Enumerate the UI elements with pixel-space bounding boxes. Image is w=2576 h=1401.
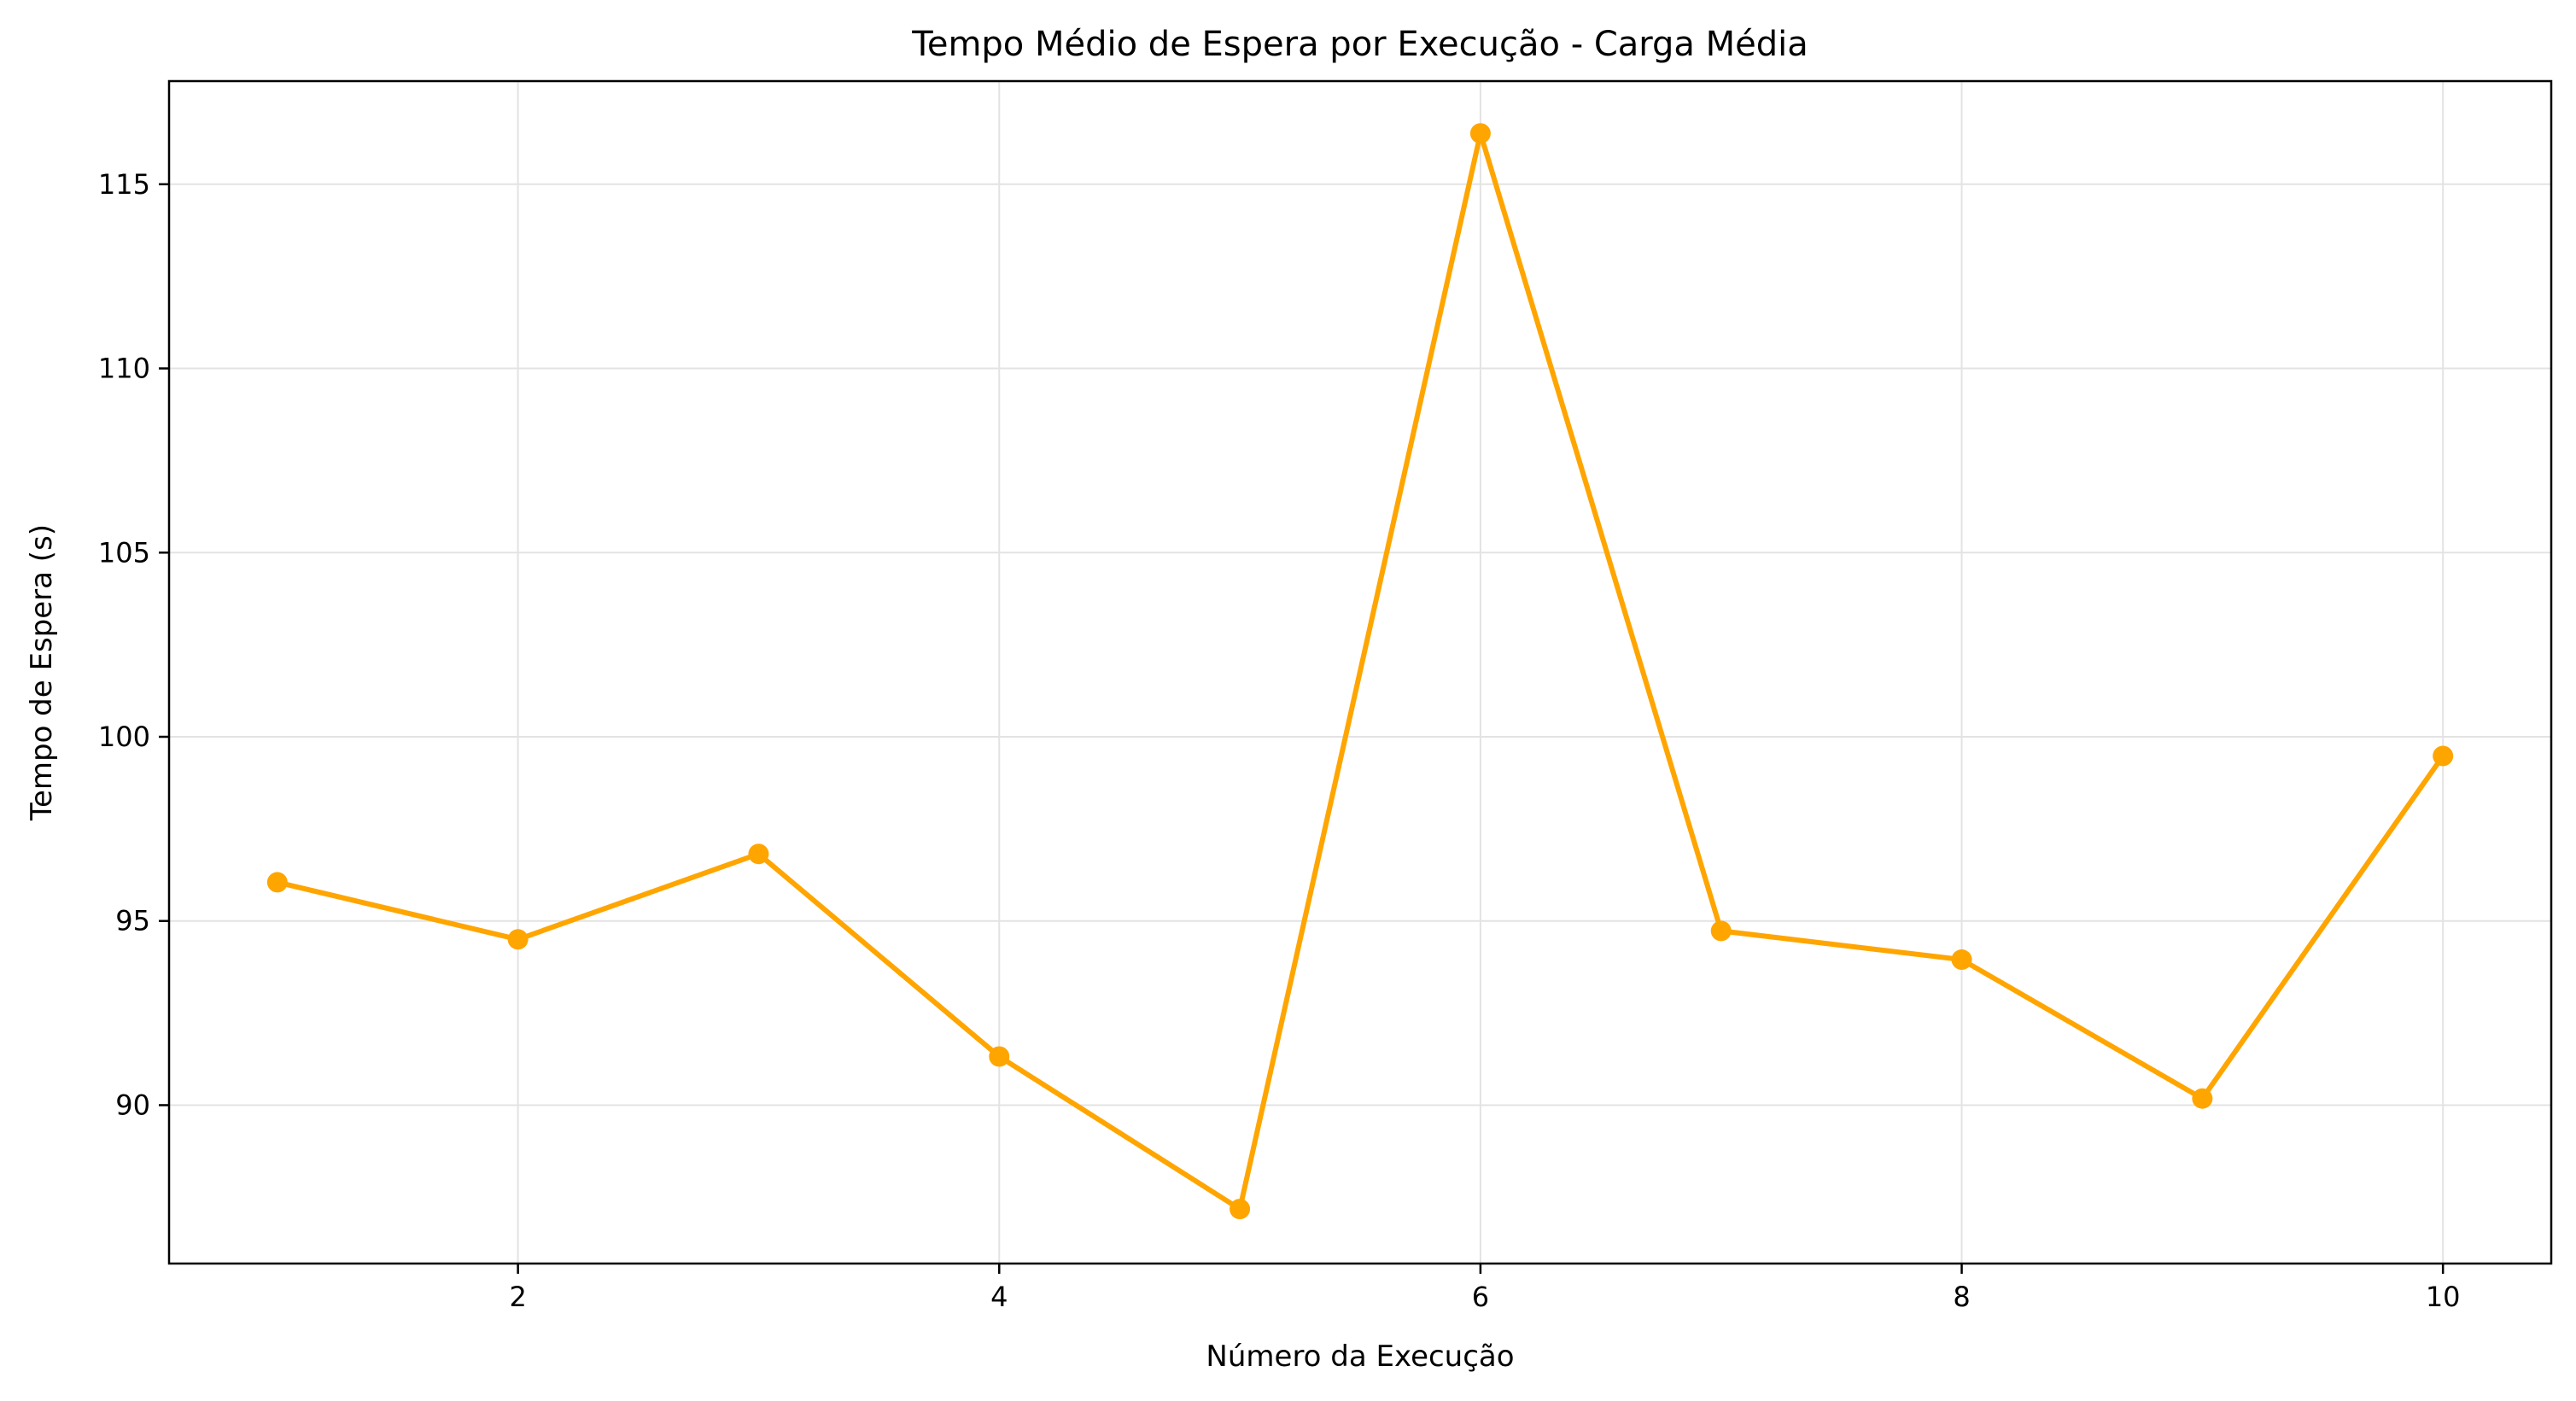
data-point xyxy=(748,844,769,865)
x-axis-label: Número da Execução xyxy=(1206,1340,1514,1374)
data-point xyxy=(2192,1088,2213,1109)
x-tick-label: 10 xyxy=(2426,1281,2461,1313)
y-tick-label: 115 xyxy=(98,168,150,201)
data-point xyxy=(266,872,288,893)
y-tick-label: 95 xyxy=(115,905,150,937)
y-tick-label: 100 xyxy=(98,721,150,753)
x-tick-label: 4 xyxy=(990,1281,1008,1313)
data-point xyxy=(507,929,529,950)
y-tick-label: 90 xyxy=(115,1089,150,1121)
y-tick-label: 105 xyxy=(98,536,150,569)
data-point xyxy=(1469,123,1491,144)
series-layer xyxy=(266,123,2454,1220)
data-point xyxy=(1710,920,1732,942)
data-point xyxy=(1951,949,1972,971)
x-axis: 2 4 6 8 10 xyxy=(509,1264,2461,1313)
x-tick-label: 6 xyxy=(1472,1281,1489,1313)
y-axis: 90 95 100 105 110 115 xyxy=(98,168,169,1121)
data-point xyxy=(1230,1199,1251,1220)
chart-title: Tempo Médio de Espera por Execução - Car… xyxy=(911,25,1808,64)
x-tick-label: 2 xyxy=(509,1281,526,1313)
x-tick-label: 8 xyxy=(1953,1281,1970,1313)
y-axis-label: Tempo de Espera (s) xyxy=(25,524,59,821)
y-tick-label: 110 xyxy=(98,353,150,385)
plot-frame xyxy=(167,79,2553,1265)
data-point xyxy=(2433,745,2454,767)
series-line xyxy=(274,131,2446,1212)
data-point xyxy=(989,1046,1010,1067)
